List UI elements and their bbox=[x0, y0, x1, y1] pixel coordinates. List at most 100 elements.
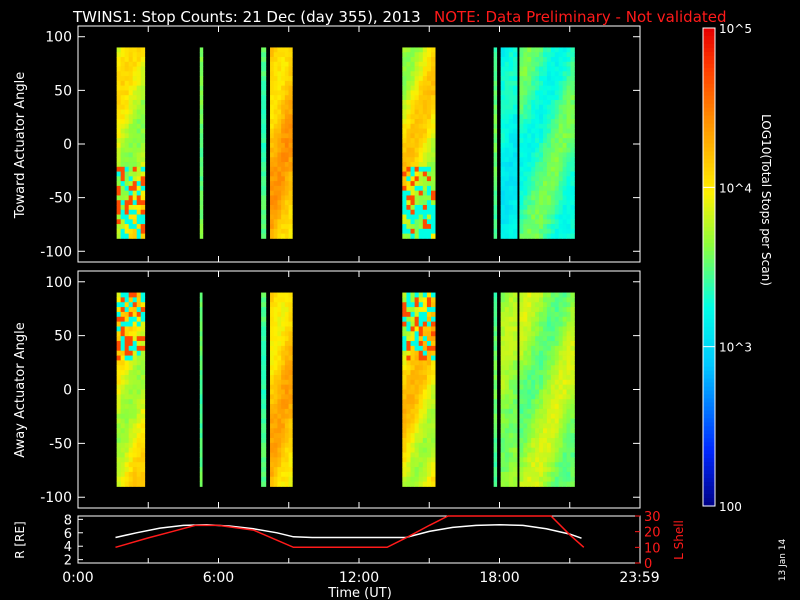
toward-cell bbox=[546, 128, 552, 134]
away-cell bbox=[418, 331, 424, 337]
toward-cell bbox=[140, 181, 146, 187]
toward-cell bbox=[431, 162, 436, 168]
toward-cell bbox=[406, 85, 411, 91]
toward-cell bbox=[270, 195, 275, 201]
toward-cell bbox=[406, 80, 411, 87]
toward-cell bbox=[288, 99, 293, 106]
away-cell bbox=[199, 336, 203, 342]
away-cell bbox=[410, 433, 416, 439]
toward-cell bbox=[546, 66, 552, 72]
toward-cell bbox=[132, 181, 138, 187]
away-cell bbox=[527, 302, 532, 308]
away-cell bbox=[558, 452, 564, 458]
toward-cell bbox=[277, 66, 282, 72]
away-cell bbox=[261, 399, 267, 405]
away-cell bbox=[523, 433, 528, 439]
away-cell bbox=[402, 379, 407, 386]
toward-cell bbox=[554, 52, 560, 58]
toward-cell bbox=[116, 209, 122, 215]
toward-cell bbox=[422, 219, 428, 225]
toward-cell bbox=[418, 90, 424, 96]
toward-cell bbox=[500, 66, 506, 72]
toward-cell bbox=[566, 157, 571, 163]
toward-cell bbox=[570, 61, 575, 67]
away-cell bbox=[124, 345, 130, 352]
toward-cell bbox=[570, 57, 575, 63]
away-cell bbox=[140, 471, 146, 478]
away-cell bbox=[410, 447, 416, 453]
away-cell bbox=[500, 437, 506, 444]
toward-cell bbox=[402, 52, 407, 58]
toward-cell bbox=[531, 147, 536, 153]
colorbar-tick-label: 100 bbox=[719, 500, 742, 514]
toward-cell bbox=[426, 95, 432, 101]
toward-cell bbox=[431, 185, 436, 192]
away-cell bbox=[277, 307, 282, 313]
toward-cell bbox=[508, 104, 514, 110]
away-cell bbox=[136, 423, 142, 429]
toward-cell bbox=[558, 219, 564, 225]
toward-cell bbox=[273, 147, 278, 153]
toward-cell bbox=[418, 52, 424, 58]
away-cell bbox=[116, 331, 122, 337]
away-cell bbox=[402, 467, 407, 473]
away-cell bbox=[128, 476, 134, 483]
away-cell bbox=[562, 442, 567, 449]
away-cell bbox=[120, 360, 126, 366]
toward-cell bbox=[199, 176, 204, 182]
away-cell bbox=[570, 394, 575, 400]
away-cell bbox=[422, 311, 428, 318]
away-cell bbox=[128, 399, 134, 405]
toward-cell bbox=[550, 152, 556, 158]
away-cell bbox=[124, 374, 130, 381]
away-cell bbox=[570, 457, 575, 463]
away-cell bbox=[273, 350, 278, 356]
away-cell bbox=[508, 423, 514, 429]
toward-cell bbox=[284, 185, 289, 192]
toward-cell bbox=[542, 219, 548, 225]
away-cell bbox=[500, 326, 506, 332]
away-cell bbox=[531, 408, 536, 415]
toward-cell bbox=[570, 123, 575, 129]
away-cell bbox=[261, 365, 267, 371]
toward-cell bbox=[284, 233, 289, 239]
away-cell bbox=[284, 297, 289, 303]
toward-cell bbox=[426, 176, 432, 182]
toward-cell bbox=[132, 214, 138, 220]
toward-cell bbox=[422, 52, 428, 58]
away-cell bbox=[284, 452, 289, 458]
toward-cell bbox=[120, 90, 126, 96]
away-cell bbox=[414, 437, 420, 444]
toward-cell bbox=[512, 138, 518, 144]
toward-cell bbox=[542, 85, 548, 91]
toward-cell bbox=[284, 71, 289, 77]
away-cell bbox=[128, 297, 134, 303]
away-cell bbox=[277, 355, 282, 361]
away-cell bbox=[277, 462, 282, 468]
away-cell bbox=[539, 413, 544, 419]
toward-cell bbox=[288, 233, 293, 239]
toward-cell bbox=[527, 152, 532, 158]
toward-cell bbox=[554, 228, 560, 235]
toward-cell bbox=[402, 47, 407, 53]
toward-cell bbox=[519, 233, 524, 239]
toward-cell bbox=[523, 119, 528, 125]
away-cell bbox=[261, 447, 267, 453]
toward-cell bbox=[422, 61, 428, 67]
away-cell bbox=[128, 467, 134, 473]
away-cell bbox=[281, 326, 286, 332]
away-cell bbox=[136, 350, 142, 356]
away-cell bbox=[508, 462, 514, 468]
away-cell bbox=[132, 413, 138, 419]
toward-cell bbox=[531, 152, 536, 158]
away-cell bbox=[128, 292, 134, 298]
away-cell bbox=[542, 307, 548, 313]
away-cell bbox=[288, 341, 293, 347]
away-cell bbox=[554, 399, 560, 405]
away-cell bbox=[535, 307, 540, 313]
toward-cell bbox=[261, 104, 267, 110]
away-cell bbox=[539, 481, 544, 487]
away-cell bbox=[277, 384, 282, 390]
toward-cell bbox=[410, 95, 416, 101]
toward-cell bbox=[431, 152, 436, 158]
